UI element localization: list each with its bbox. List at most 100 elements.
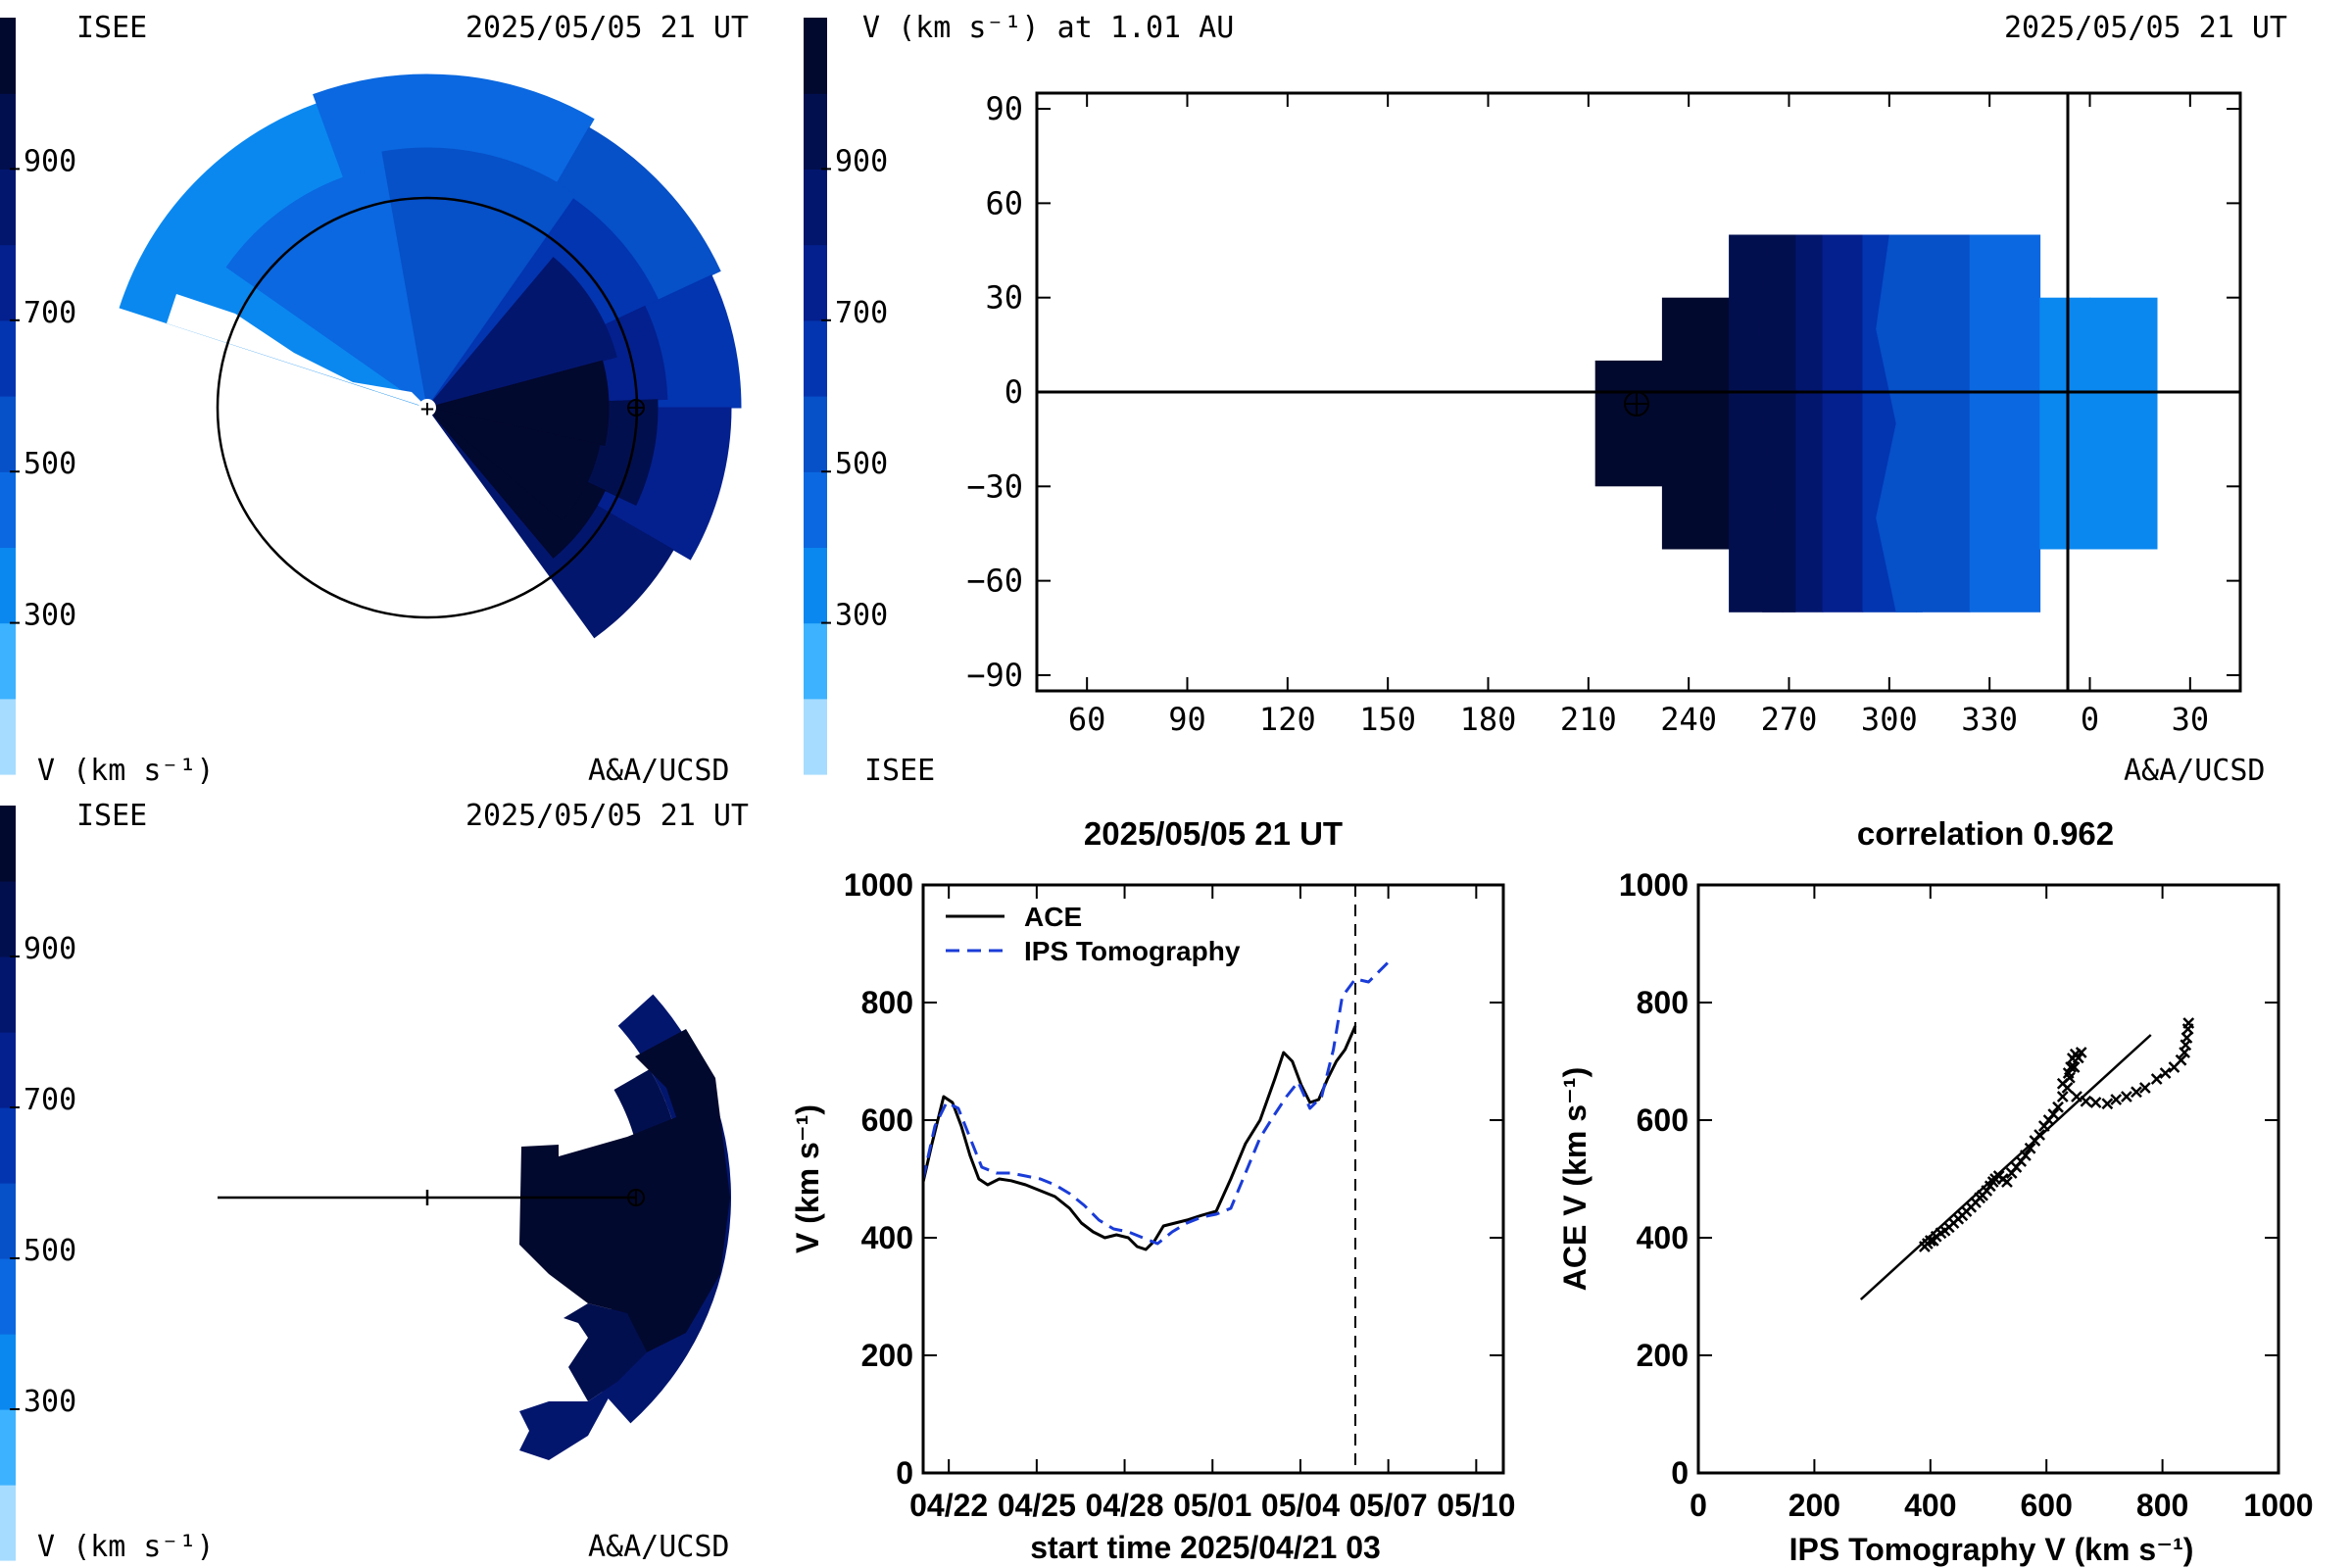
colorbar-band [0,1409,16,1486]
colorbar-band [804,622,827,700]
scatter-point-stroke [2071,1091,2082,1102]
meridional-lower-edge [519,1382,617,1460]
timeseries-xtick-label: 05/01 [1173,1488,1251,1523]
panel-ecliptic-map: ISEE 2025/05/05 21 UT + V (km s⁻¹) A&A/U… [37,11,749,788]
scatter-ytick-label: 600 [1637,1102,1689,1138]
colorbar-tick-label: 900 [24,144,76,178]
scatter-ytick-label: 1000 [1619,867,1689,903]
scatter-point-stroke [2001,1176,2013,1188]
colorbar-bottom-left: 300 500 700 900 [0,806,76,1561]
colorbar-band [0,169,16,246]
colorbar-tick-label: 500 [835,447,888,481]
timeseries-ytick-label: 200 [861,1338,913,1373]
colorbar-top-right: 300 500 700 900 [804,18,888,775]
colorbar-band [0,881,16,957]
legend-label-ips: IPS Tomography [1024,936,1241,966]
colorbar-band [804,319,827,397]
colorbar-band [0,547,16,624]
scatter-xlabel: IPS Tomography V (km s⁻¹) [1789,1532,2194,1567]
timeseries-xtick-label: 04/22 [909,1488,988,1523]
timeseries-xtick-label: 05/04 [1261,1488,1340,1523]
colorbar-band [0,1183,16,1259]
scatter-point-stroke [2150,1073,2163,1085]
scatter-point-stroke [2175,1054,2187,1066]
colorbar-tick-label: 500 [24,447,76,481]
scatter-point-stroke [2034,1129,2045,1141]
scatter-point [2071,1091,2082,1102]
panel-tr-credit: A&A/UCSD [2124,754,2266,788]
latlon-cell [2039,297,2091,550]
colorbar-tick-label: 700 [835,296,888,330]
colorbar-band [0,1032,16,1108]
latlon-ytick-label: −30 [966,467,1023,505]
colorbar-tick-label: 500 [24,1234,76,1268]
latlon-cell [2089,297,2158,550]
colorbar-band [804,169,827,246]
scatter-point [2047,1108,2060,1120]
scatter-ytick-label: 400 [1637,1220,1689,1255]
panel-latlon-map: V (km s⁻¹) at 1.01 AU 2025/05/05 21 UT 9… [862,11,2287,788]
velocity-map-meridional [519,994,731,1460]
latlon-xtick-label: 0 [2081,701,2099,738]
scatter-point-stroke [2047,1108,2060,1120]
latlon-xtick-label: 90 [1168,701,1206,738]
panel-bl-date: 2025/05/05 21 UT [466,799,749,833]
scatter-point-stroke [2110,1094,2123,1105]
scatter-point-stroke [2180,1032,2193,1044]
scatter-point-stroke [2089,1097,2102,1108]
latlon-cell [1661,297,1730,550]
scatter-point-stroke [2056,1077,2069,1090]
colorbar-tick-label: 300 [24,1385,76,1419]
scatter-point [2052,1101,2064,1113]
colorbar-tick-label: 700 [24,296,76,330]
latlon-ytick-label: 0 [1004,373,1023,411]
latlon-xtick-label: 150 [1359,701,1416,738]
scatter-point [2159,1067,2172,1079]
colorbar-tick-label: 700 [24,1083,76,1117]
colorbar-band [0,396,16,472]
latlon-xtick-label: 240 [1660,701,1717,738]
scatter-point [2121,1091,2132,1102]
colorbar-band [0,244,16,321]
earth-symbol-latlon [1624,391,1649,416]
earth-symbol-meridional [627,1189,645,1206]
timeseries-xtick-label: 05/10 [1437,1488,1515,1523]
scatter-point [2020,1150,2032,1161]
colorbar-band [804,93,827,170]
timeseries-xlabel: start time 2025/04/21 03 [1030,1530,1381,1565]
panel-tl-date: 2025/05/05 21 UT [466,11,749,45]
scatter-xtick-label: 0 [1690,1488,1707,1523]
scatter-ytick-label: 800 [1637,985,1689,1020]
scatter-title: correlation 0.962 [1857,815,2114,852]
colorbar-band [0,93,16,170]
scatter-point-stroke [2052,1101,2064,1113]
colorbar-tick-label: 900 [24,932,76,966]
latlon-cell [1916,234,1971,612]
timeseries-xtick-label: 04/25 [998,1488,1076,1523]
scatter-point [2075,1047,2087,1058]
colorbar-band [0,622,16,700]
scatter-point [2175,1054,2187,1066]
scatter-xtick-label: 600 [2021,1488,2073,1523]
colorbar-band [804,471,827,548]
latlon-contour [1876,234,1923,612]
scatter-ytick-label: 200 [1637,1338,1689,1373]
timeseries-ytick-label: 0 [896,1455,913,1491]
colorbar-band [804,698,827,775]
scatter-point-stroke [2062,1067,2075,1079]
timeseries-chart: 2025/05/05 21 UT 0 200 400 600 800 1000 04/22 0… [790,815,1515,1565]
scatter-point-stroke [2080,1095,2092,1107]
colorbar-tick-label: 300 [835,599,888,633]
scatter-point [2150,1073,2163,1085]
colorbar-band [0,1485,16,1561]
velocity-map-ecliptic [119,74,742,639]
latlon-cell [1969,234,2041,612]
timeseries-ytick-label: 1000 [844,867,913,903]
scatter-point [2034,1129,2045,1141]
scatter-point [2062,1067,2075,1079]
sun-marker: + [420,395,434,422]
colorbar-band [0,698,16,775]
latlon-xtick-label: 30 [2172,701,2210,738]
scatter-xtick-label: 200 [1788,1488,1840,1523]
